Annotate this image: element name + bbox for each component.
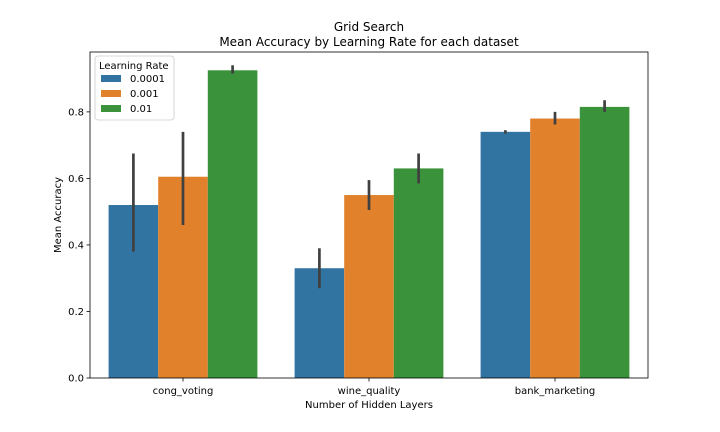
x-axis: cong_voting wine_quality bank_marketing: [153, 378, 596, 397]
legend-swatch-0.0001: [101, 75, 121, 82]
bars-layer: [108, 70, 630, 378]
bar-bank_marketing-0.01: [579, 106, 630, 378]
legend: Learning Rate 0.0001 0.001 0.01: [94, 55, 175, 121]
y-axis: 0.0 0.2 0.4 0.6 0.8: [68, 107, 90, 385]
chart-title: Grid Search: [334, 20, 404, 34]
chart-subtitle: Mean Accuracy by Learning Rate for each …: [219, 35, 519, 49]
bar-bank_marketing-0.001: [530, 118, 580, 378]
y-tick-label: 0.8: [68, 107, 84, 118]
y-tick-label: 0.6: [68, 174, 84, 185]
bar-wine_quality-0.001: [344, 195, 394, 378]
y-tick-label: 0.4: [68, 240, 84, 251]
legend-label-0.0001: 0.0001: [130, 74, 165, 85]
bar-cong_voting-0.01: [207, 70, 258, 378]
legend-swatch-0.01: [101, 105, 121, 112]
legend-swatch-0.001: [101, 90, 121, 97]
x-tick-label: cong_voting: [153, 386, 214, 397]
legend-label-0.001: 0.001: [130, 89, 159, 100]
y-tick-label: 0.0: [68, 374, 84, 385]
x-axis-label: Number of Hidden Layers: [305, 400, 433, 411]
error-bars-layer: [132, 65, 606, 289]
plot-frame: [89, 51, 649, 379]
y-tick-label: 0.2: [68, 307, 84, 318]
legend-title: Learning Rate: [99, 61, 169, 72]
x-tick-label: wine_quality: [338, 386, 401, 397]
x-tick-label: bank_marketing: [515, 386, 596, 397]
bar-bank_marketing-0.0001: [480, 131, 531, 378]
legend-box: [94, 55, 175, 121]
y-axis-label: Mean Accuracy: [53, 177, 64, 253]
legend-label-0.01: 0.01: [130, 104, 152, 115]
bar-wine_quality-0.01: [393, 168, 444, 378]
